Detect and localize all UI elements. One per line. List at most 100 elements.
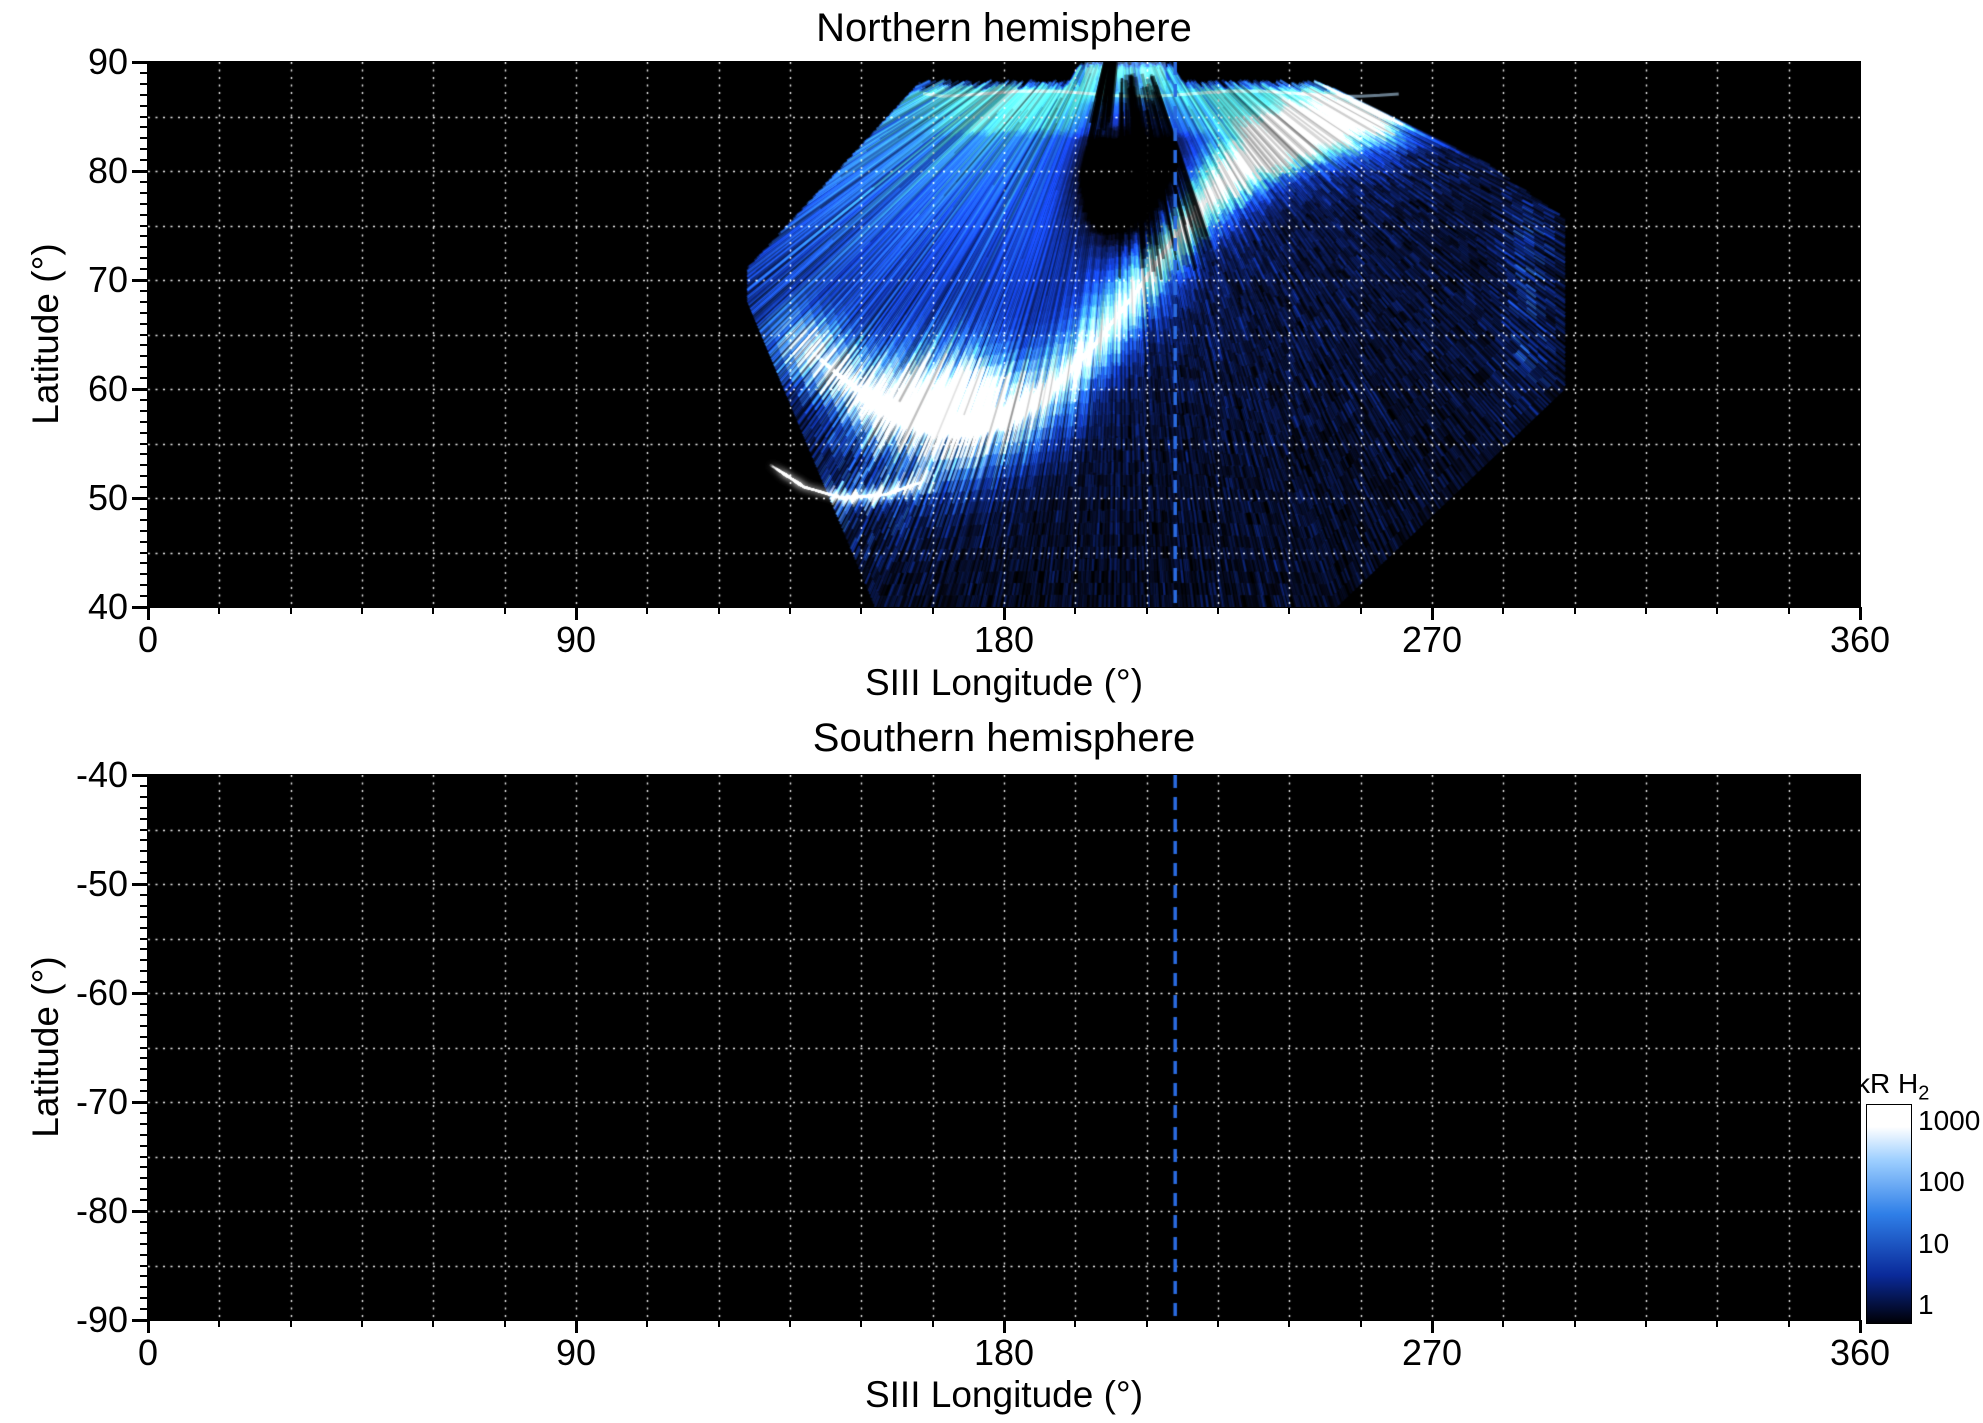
y-minor-tick — [140, 289, 148, 292]
y-tick-label: -40 — [75, 754, 128, 795]
y-minor-tick — [140, 104, 148, 107]
y-minor-tick — [140, 584, 148, 587]
y-minor-tick — [140, 893, 148, 896]
x-major-tick — [1858, 1320, 1862, 1333]
y-minor-tick — [140, 915, 148, 918]
x-major-tick — [146, 607, 150, 620]
y-minor-tick — [140, 828, 148, 831]
y-major-tick — [132, 991, 148, 995]
y-minor-tick — [140, 959, 148, 962]
y-minor-tick — [140, 191, 148, 194]
y-minor-tick — [140, 366, 148, 369]
colorbar-title-main: kR H — [1856, 1068, 1919, 1099]
y-minor-tick — [140, 861, 148, 864]
y-minor-tick — [140, 948, 148, 951]
x-tick-label: 90 — [555, 1332, 597, 1373]
y-minor-tick — [140, 850, 148, 853]
y-minor-tick — [140, 1297, 148, 1300]
y-minor-tick — [140, 795, 148, 798]
x-minor-tick — [218, 607, 221, 614]
x-minor-tick — [432, 607, 435, 614]
x-tick-label: 90 — [555, 619, 597, 660]
x-minor-tick — [1359, 607, 1362, 614]
y-minor-tick — [140, 1253, 148, 1256]
y-major-tick — [132, 496, 148, 500]
y-minor-tick — [140, 981, 148, 984]
y-minor-tick — [140, 562, 148, 565]
x-minor-tick — [860, 1320, 863, 1327]
x-minor-tick — [1645, 607, 1647, 614]
colorbar-tick-label: 1000 — [1918, 1105, 1981, 1137]
y-minor-tick — [140, 1111, 148, 1114]
y-minor-tick — [140, 507, 148, 510]
south-yaxis-label: Latitude (°) — [25, 956, 66, 1138]
colorbar-tick-label: 10 — [1918, 1227, 1950, 1259]
x-minor-tick — [789, 1320, 791, 1327]
south-heatmap-canvas — [148, 775, 1860, 1320]
x-tick-label: 360 — [1829, 1332, 1891, 1373]
y-minor-tick — [140, 1177, 148, 1180]
y-minor-tick — [140, 442, 148, 445]
y-minor-tick — [140, 784, 148, 787]
y-minor-tick — [140, 1090, 148, 1093]
x-tick-label: 360 — [1829, 619, 1891, 660]
y-minor-tick — [140, 872, 148, 875]
x-minor-tick — [646, 607, 649, 614]
y-minor-tick — [140, 180, 148, 183]
y-minor-tick — [140, 595, 148, 598]
y-tick-label: -50 — [75, 863, 128, 904]
y-minor-tick — [140, 235, 148, 238]
x-minor-tick — [789, 607, 791, 614]
y-minor-tick — [140, 224, 148, 227]
x-minor-tick — [1716, 607, 1719, 614]
y-minor-tick — [140, 1199, 148, 1202]
y-minor-tick — [140, 71, 148, 74]
y-minor-tick — [140, 159, 148, 162]
y-minor-tick — [140, 1035, 148, 1038]
y-minor-tick — [140, 148, 148, 151]
y-minor-tick — [140, 937, 148, 940]
y-minor-tick — [140, 333, 148, 336]
y-major-tick — [132, 773, 148, 777]
y-minor-tick — [140, 202, 148, 205]
y-major-tick — [132, 605, 148, 609]
x-minor-tick — [1573, 1320, 1576, 1327]
x-minor-tick — [1716, 1320, 1719, 1327]
y-minor-tick — [140, 398, 148, 401]
y-minor-tick — [140, 1024, 148, 1027]
y-minor-tick — [140, 82, 148, 85]
north-heatmap-canvas — [148, 62, 1860, 607]
x-minor-tick — [1502, 607, 1505, 614]
y-minor-tick — [140, 486, 148, 489]
x-major-tick — [1430, 607, 1434, 620]
y-major-tick — [132, 882, 148, 886]
x-tick-label: 180 — [973, 1332, 1035, 1373]
y-major-tick — [132, 169, 148, 173]
y-minor-tick — [140, 377, 148, 380]
y-minor-tick — [140, 268, 148, 271]
x-minor-tick — [1217, 607, 1219, 614]
x-minor-tick — [1502, 1320, 1505, 1327]
x-tick-label: 270 — [1401, 619, 1463, 660]
y-minor-tick — [140, 1166, 148, 1169]
y-minor-tick — [140, 817, 148, 820]
y-minor-tick — [140, 551, 148, 554]
x-major-tick — [574, 607, 578, 620]
x-major-tick — [146, 1320, 150, 1333]
y-minor-tick — [140, 1068, 148, 1071]
x-minor-tick — [1288, 607, 1291, 614]
y-minor-tick — [140, 431, 148, 434]
north-title: Northern hemisphere — [816, 6, 1192, 50]
x-major-tick — [1002, 1320, 1006, 1333]
y-minor-tick — [140, 1046, 148, 1049]
x-minor-tick — [931, 1320, 934, 1327]
y-minor-tick — [140, 409, 148, 412]
y-major-tick — [132, 387, 148, 391]
x-minor-tick — [432, 1320, 435, 1327]
x-minor-tick — [1787, 607, 1790, 614]
y-minor-tick — [140, 115, 148, 118]
y-minor-tick — [140, 1133, 148, 1136]
x-major-tick — [574, 1320, 578, 1333]
north-xaxis-label: SIII Longitude (°) — [864, 662, 1144, 703]
colorbar — [1866, 1104, 1912, 1324]
